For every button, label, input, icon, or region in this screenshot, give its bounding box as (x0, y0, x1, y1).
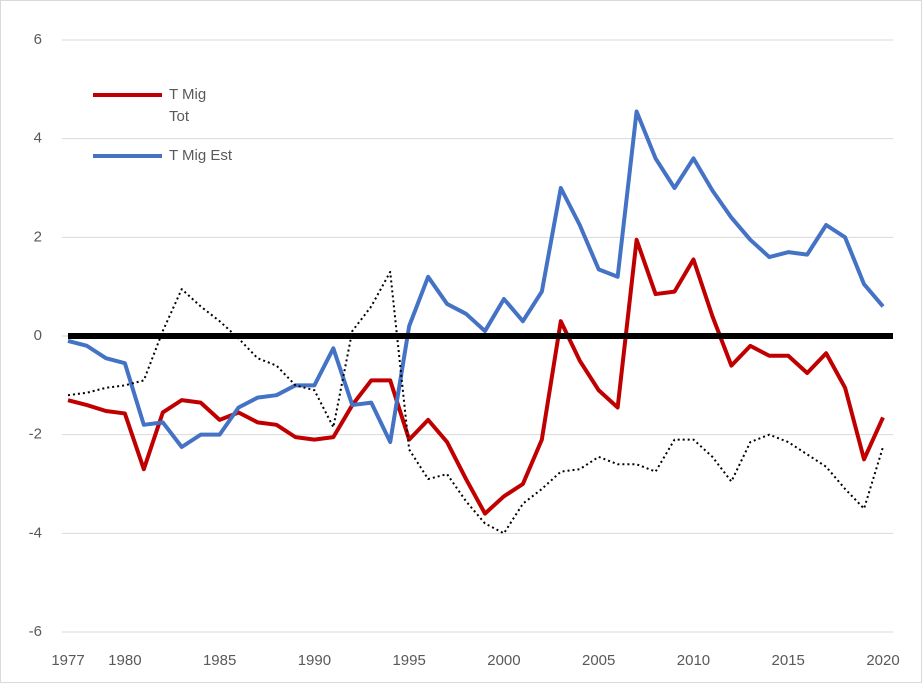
x-tick-label: 2015 (772, 652, 805, 669)
legend-label: T Mig Tot (169, 86, 207, 125)
x-tick-label: 2020 (866, 652, 899, 669)
y-tick-label: -6 (29, 623, 42, 640)
x-tick-label: 1977 (51, 652, 84, 669)
x-tick-label: 1990 (298, 652, 331, 669)
y-tick-label: 0 (34, 327, 42, 344)
x-tick-label: 2000 (487, 652, 520, 669)
series-line (67, 109, 885, 449)
y-tick-label: 2 (34, 228, 42, 245)
legend-label: T Mig Est (169, 147, 233, 164)
x-tick-label: 2005 (582, 652, 615, 669)
x-tick-label: 1980 (108, 652, 141, 669)
x-tick-label: 1995 (392, 652, 425, 669)
x-tick-label: 2010 (677, 652, 710, 669)
y-tick-label: -4 (29, 524, 42, 541)
series-line (67, 237, 885, 516)
y-tick-label: -2 (29, 426, 42, 443)
series-line (67, 270, 884, 535)
y-tick-label: 4 (34, 130, 42, 147)
x-tick-label: 1985 (203, 652, 236, 669)
y-tick-label: 6 (34, 31, 42, 48)
